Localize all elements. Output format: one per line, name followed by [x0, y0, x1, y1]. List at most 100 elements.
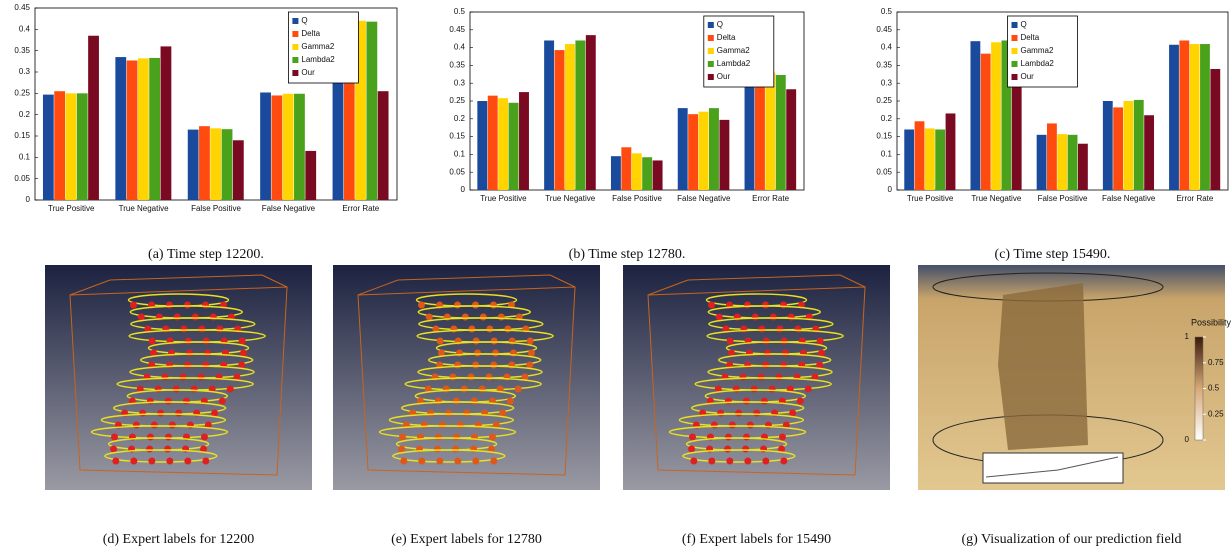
bar: [925, 128, 935, 190]
colorbar-tick-label: 0.5: [1208, 384, 1220, 393]
x-tick-label: False Negative: [1102, 194, 1156, 203]
x-tick-label: False Negative: [677, 194, 731, 203]
colorbar-tick-label: 0: [1185, 435, 1190, 444]
label-point: [486, 374, 493, 381]
y-tick-label: 0.15: [14, 131, 30, 140]
y-tick-label: 0.3: [454, 78, 466, 87]
label-point: [202, 362, 209, 369]
label-point: [776, 326, 783, 333]
label-point: [794, 326, 801, 333]
label-point: [165, 398, 172, 405]
label-point: [151, 422, 158, 429]
figure-page: 00.050.10.150.20.250.30.350.40.45True Po…: [0, 0, 1232, 560]
bar: [688, 114, 698, 190]
label-point: [155, 386, 162, 393]
x-tick-label: Error Rate: [752, 194, 789, 203]
bar: [161, 46, 172, 200]
label-point: [186, 350, 193, 357]
label-point: [789, 410, 796, 417]
label-point: [426, 314, 433, 321]
label-point: [708, 302, 715, 309]
label-point: [689, 434, 696, 441]
label-point: [817, 338, 824, 345]
label-point: [740, 374, 747, 381]
label-point: [764, 350, 771, 357]
bar: [575, 40, 585, 190]
label-point: [164, 446, 171, 453]
label-point: [112, 458, 119, 465]
label-point: [744, 302, 751, 309]
y-tick-label: 0.5: [454, 7, 466, 16]
label-point: [462, 314, 469, 321]
label-point: [472, 362, 479, 369]
legend-swatch: [708, 35, 714, 41]
label-point: [219, 398, 226, 405]
label-point: [805, 386, 812, 393]
x-tick-label: True Negative: [119, 204, 170, 213]
label-point: [763, 338, 770, 345]
bar: [77, 93, 88, 200]
label-point: [202, 458, 209, 465]
label-point: [725, 398, 732, 405]
label-point: [436, 458, 443, 465]
label-point: [724, 446, 731, 453]
label-point: [162, 374, 169, 381]
y-tick-label: 0.15: [449, 132, 465, 141]
y-tick-label: 0.35: [876, 61, 892, 70]
y-tick-label: 0.45: [876, 25, 892, 34]
label-point: [450, 374, 457, 381]
legend-swatch: [708, 22, 714, 28]
colorbar-tick-label: 1: [1185, 332, 1190, 341]
label-point: [454, 458, 461, 465]
label-point: [110, 446, 117, 453]
x-tick-label: True Negative: [971, 194, 1022, 203]
bar: [138, 58, 149, 200]
legend-swatch: [1012, 74, 1018, 80]
label-point: [211, 410, 218, 417]
label-point: [776, 374, 783, 381]
bar: [66, 93, 77, 200]
y-tick-label: 0.45: [449, 25, 465, 34]
label-point: [130, 458, 137, 465]
y-tick-label: 0.25: [876, 96, 892, 105]
label-point: [166, 458, 173, 465]
label-point: [472, 458, 479, 465]
label-point: [472, 302, 479, 309]
label-point: [453, 434, 460, 441]
label-point: [434, 446, 441, 453]
legend-label: Q: [301, 16, 307, 25]
label-point: [453, 398, 460, 405]
label-point: [398, 446, 405, 453]
x-tick-label: False Positive: [1038, 194, 1088, 203]
label-point: [758, 326, 765, 333]
figure-caption: (g) Visualization of our prediction fiel…: [961, 532, 1181, 547]
legend-label: Delta: [301, 29, 320, 38]
label-point: [711, 422, 718, 429]
bar: [149, 58, 160, 200]
label-point: [761, 398, 768, 405]
label-point: [515, 386, 522, 393]
colorbar: [1195, 337, 1203, 440]
label-point: [762, 302, 769, 309]
label-point: [437, 338, 444, 345]
label-point: [489, 434, 496, 441]
label-point: [452, 446, 459, 453]
label-point: [157, 410, 164, 417]
legend-label: Q: [717, 20, 723, 29]
figure-caption: (f) Expert labels for 15490: [682, 532, 831, 547]
bar: [1124, 101, 1134, 190]
y-tick-label: 0.1: [19, 152, 31, 161]
colorbar-tick-label: 0.75: [1208, 358, 1224, 367]
bar: [1144, 115, 1154, 190]
label-point: [752, 314, 759, 321]
y-tick-label: 0.25: [14, 88, 30, 97]
label-point: [201, 434, 208, 441]
label-point: [169, 422, 176, 429]
bar: [294, 94, 305, 200]
bar: [555, 50, 565, 190]
y-tick-label: 0.25: [449, 96, 465, 105]
label-point: [490, 302, 497, 309]
label-point: [744, 362, 751, 369]
label-point: [762, 362, 769, 369]
label-point: [780, 362, 787, 369]
